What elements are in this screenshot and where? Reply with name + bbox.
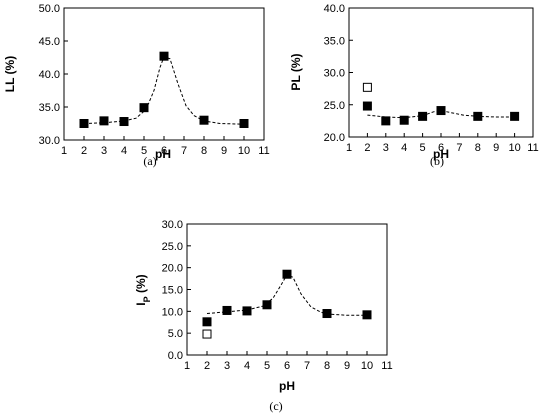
y-axis-label: LL (%) — [3, 56, 17, 92]
y-tick-label: 30.0 — [324, 68, 345, 80]
y-tick-label: 45.0 — [39, 36, 60, 48]
x-tick-label: 6 — [438, 142, 444, 154]
y-tick-label: 20.0 — [324, 132, 345, 144]
plot-frame — [186, 223, 388, 356]
y-tick-label: 0.0 — [168, 350, 183, 362]
x-tick-label: 11 — [258, 145, 269, 157]
y-tick-label: 25.0 — [162, 241, 183, 253]
y-tick-label: 10.0 — [162, 306, 183, 318]
data-point — [436, 106, 446, 116]
chart-panel-2: 1 2 3 4 5 6 7 8 9 10 11 20.0 25.0 30.0 35.0 40.0 pH PL (%… — [289, 3, 539, 168]
y-tick-label: 5.0 — [168, 328, 183, 340]
data-point — [418, 111, 428, 121]
x-tick-label: 1 — [61, 145, 67, 157]
y-tick-label: 30.0 — [39, 135, 60, 147]
data-point — [199, 115, 209, 125]
y-tick-label: 25.0 — [324, 100, 345, 112]
x-tick-label: 4 — [121, 145, 127, 157]
panel-caption: (a) — [143, 154, 156, 168]
data-point — [399, 115, 409, 125]
x-tick-label: 8 — [324, 360, 330, 372]
data-point — [119, 117, 129, 127]
data-point — [242, 306, 252, 316]
data-point — [282, 269, 292, 279]
y-tick-label: 30.0 — [162, 219, 183, 231]
x-tick-label: 7 — [456, 142, 462, 154]
y-axis-label: IP (%) — [134, 274, 152, 305]
data-point — [222, 305, 232, 315]
x-tick-label: 5 — [141, 145, 147, 157]
y-axis-label: PL (%) — [289, 53, 303, 90]
x-tick-label: 5 — [264, 360, 270, 372]
x-tick-label: 2 — [81, 145, 87, 157]
x-tick-label: 9 — [493, 142, 499, 154]
y-tick-label: 35.0 — [39, 102, 60, 114]
chart-panel-1: 1 2 3 4 5 6 7 8 9 10 11 30.0 35.0 40.0 45.0 50.0 pH LL (%… — [3, 3, 270, 168]
x-tick-label: 4 — [401, 142, 407, 154]
y-tick-label: 15.0 — [162, 285, 183, 297]
trendline — [83, 56, 245, 125]
x-tick-label: 7 — [181, 145, 187, 157]
x-tick-label: 3 — [101, 145, 107, 157]
x-tick-label: 4 — [244, 360, 250, 372]
data-point — [202, 317, 212, 327]
x-tick-label: 6 — [161, 145, 167, 157]
y-tick-label: 40.0 — [324, 3, 345, 15]
data-point — [262, 300, 272, 310]
x-tick-label: 5 — [420, 142, 426, 154]
data-point — [159, 51, 169, 61]
x-axis-label: pH — [155, 147, 171, 161]
data-point — [381, 116, 391, 126]
data-point — [510, 111, 520, 121]
x-tick-label: 11 — [381, 360, 392, 372]
data-point — [239, 119, 249, 128]
data-point-open — [362, 82, 372, 92]
data-point — [362, 101, 372, 111]
x-tick-label: 11 — [527, 142, 538, 154]
x-tick-label: 6 — [284, 360, 290, 372]
plot-frame — [348, 7, 534, 138]
x-tick-label: 9 — [344, 360, 350, 372]
panel-caption: (b) — [430, 154, 444, 168]
x-tick-label: 9 — [221, 145, 227, 157]
data-point — [99, 116, 109, 126]
y-tick-label: 35.0 — [324, 35, 345, 47]
data-point — [322, 309, 332, 319]
data-point — [79, 119, 89, 128]
x-tick-label: 3 — [224, 360, 230, 372]
data-point-open — [202, 329, 212, 339]
data-point — [362, 310, 372, 320]
trendline — [367, 110, 515, 119]
x-tick-label: 3 — [383, 142, 389, 154]
x-tick-label: 1 — [346, 142, 352, 154]
chart-panel-3: 1 2 3 4 5 6 7 8 9 10 11 0.0 5.0 10.0 15.0 20.0 25.0 30.0 p… — [134, 219, 393, 413]
y-tick-label: 20.0 — [162, 263, 183, 275]
plot-frame — [63, 7, 265, 141]
x-tick-label: 10 — [508, 142, 520, 154]
x-tick-label: 10 — [238, 145, 250, 157]
x-tick-label: 10 — [361, 360, 373, 372]
x-axis-label: pH — [279, 379, 295, 393]
data-point — [473, 111, 483, 121]
data-point — [139, 103, 149, 113]
y-tick-label: 50.0 — [39, 3, 60, 15]
panel-caption: (c) — [269, 399, 282, 413]
x-tick-label: 2 — [204, 360, 210, 372]
x-tick-label: 7 — [304, 360, 310, 372]
x-axis-label: pH — [433, 147, 449, 161]
x-tick-label: 8 — [475, 142, 481, 154]
x-tick-label: 1 — [184, 360, 190, 372]
x-tick-label: 8 — [201, 145, 207, 157]
y-tick-label: 40.0 — [39, 69, 60, 81]
x-tick-label: 2 — [364, 142, 370, 154]
